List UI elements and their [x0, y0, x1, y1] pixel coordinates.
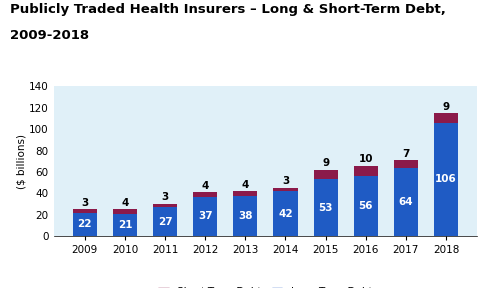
- Text: 38: 38: [238, 211, 253, 221]
- Bar: [434, 123, 458, 236]
- Text: 2009-2018: 2009-2018: [10, 29, 89, 42]
- Text: 21: 21: [118, 220, 132, 230]
- Text: 42: 42: [278, 209, 293, 219]
- Text: 64: 64: [398, 197, 413, 207]
- Bar: [354, 176, 378, 236]
- Text: 3: 3: [282, 177, 289, 186]
- Text: 9: 9: [442, 102, 450, 111]
- Bar: [153, 204, 177, 207]
- Bar: [394, 168, 418, 236]
- Text: 3: 3: [162, 192, 169, 202]
- Bar: [273, 188, 298, 191]
- Bar: [193, 192, 217, 197]
- Text: 4: 4: [242, 180, 249, 190]
- Bar: [73, 213, 97, 236]
- Bar: [314, 170, 337, 179]
- Text: 4: 4: [202, 181, 209, 191]
- Text: Publicly Traded Health Insurers – Long & Short-Term Debt,: Publicly Traded Health Insurers – Long &…: [10, 3, 446, 16]
- Bar: [273, 191, 298, 236]
- Legend: Short-Term Debt, Long-Term Debt: Short-Term Debt, Long-Term Debt: [154, 283, 376, 288]
- Text: 7: 7: [402, 149, 410, 159]
- Text: 53: 53: [318, 203, 333, 213]
- Bar: [233, 196, 258, 236]
- Text: 10: 10: [358, 154, 373, 164]
- Bar: [73, 209, 97, 213]
- Bar: [233, 191, 258, 196]
- Bar: [394, 160, 418, 168]
- Text: 56: 56: [358, 201, 373, 211]
- Text: 106: 106: [435, 175, 457, 185]
- Text: 37: 37: [198, 211, 212, 221]
- Bar: [113, 214, 137, 236]
- Text: 27: 27: [158, 217, 172, 227]
- Text: 3: 3: [81, 198, 89, 208]
- Bar: [113, 209, 137, 214]
- Bar: [193, 197, 217, 236]
- Y-axis label: ($ billions): ($ billions): [16, 134, 26, 189]
- Bar: [434, 113, 458, 123]
- Text: 4: 4: [121, 198, 129, 208]
- Text: 9: 9: [322, 158, 329, 168]
- Bar: [314, 179, 337, 236]
- Bar: [153, 207, 177, 236]
- Bar: [354, 166, 378, 176]
- Text: 22: 22: [77, 219, 92, 230]
